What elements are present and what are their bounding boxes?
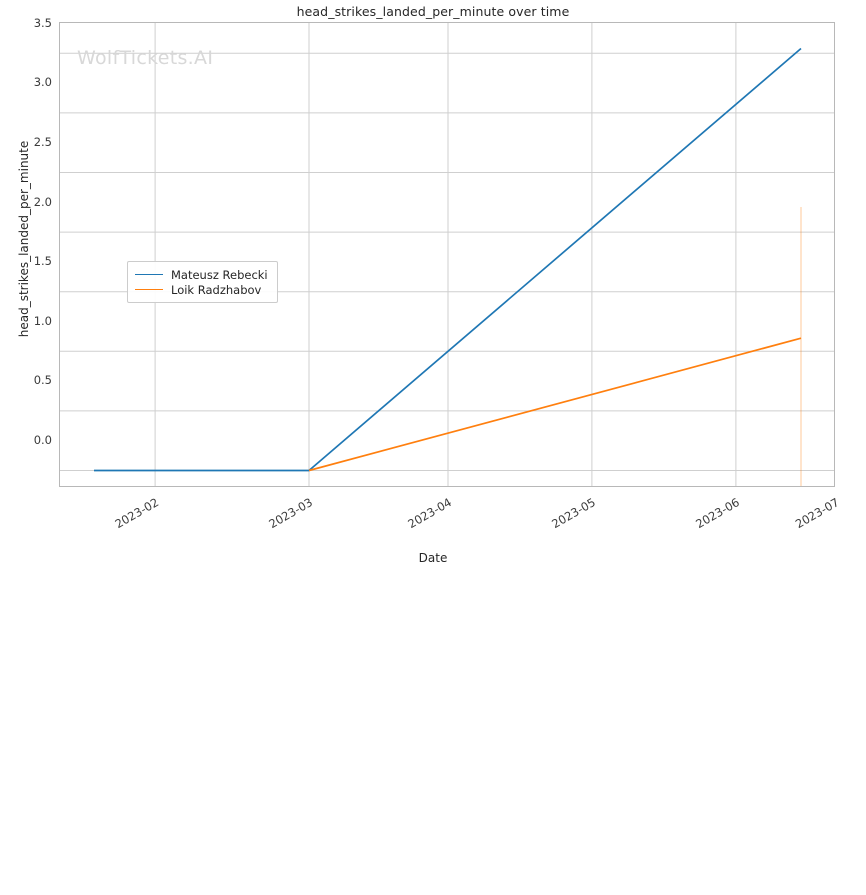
x-tick-label: 2023-05 (549, 495, 598, 532)
series-line-loik-radzhabov (308, 337, 802, 472)
y-tick-label: 3.5 (33, 15, 52, 30)
legend-swatch-icon (135, 289, 163, 290)
legend-item[interactable]: Loik Radzhabov (135, 282, 268, 297)
y-tick-label: 1.0 (33, 313, 52, 328)
x-axis-label: Date (418, 551, 448, 565)
y-tick-label: 0.5 (33, 373, 52, 388)
legend-label: Mateusz Rebecki (171, 267, 268, 282)
x-tick-label: 2023-02 (112, 495, 162, 532)
y-axis-tick-labels: 0.0 0.5 1.0 1.5 2.0 2.5 3.0 3.5 (0, 16, 52, 487)
y-tick-label: 1.5 (33, 254, 52, 269)
x-axis-tick-labels: 2023-02 2023-03 2023-04 2023-05 2023-06 … (59, 487, 841, 547)
y-axis-label: head_strikes_landed_per_minute (17, 140, 31, 338)
y-tick-label: 2.5 (33, 134, 52, 149)
chart-title: head_strikes_landed_per_minute over time (296, 4, 570, 19)
x-tick-label: 2023-04 (405, 495, 454, 532)
series-line-mateusz-rebecki (94, 47, 802, 472)
y-tick-label: 0.0 (33, 432, 52, 447)
series-lines (94, 47, 802, 472)
y-tick-label: 2.0 (33, 194, 52, 209)
annotation-marker-layer (800, 207, 802, 486)
chart-figure: head_strikes_landed_per_minute over time… (0, 4, 842, 565)
legend-item[interactable]: Mateusz Rebecki (135, 267, 268, 282)
y-tick-label: 3.0 (33, 75, 52, 90)
plot-area: WolfTickets.AI Mateusz Rebecki Loik Radz… (59, 22, 835, 487)
legend: Mateusz Rebecki Loik Radzhabov (127, 261, 278, 303)
legend-label: Loik Radzhabov (171, 282, 262, 297)
legend-swatch-icon (135, 274, 163, 275)
